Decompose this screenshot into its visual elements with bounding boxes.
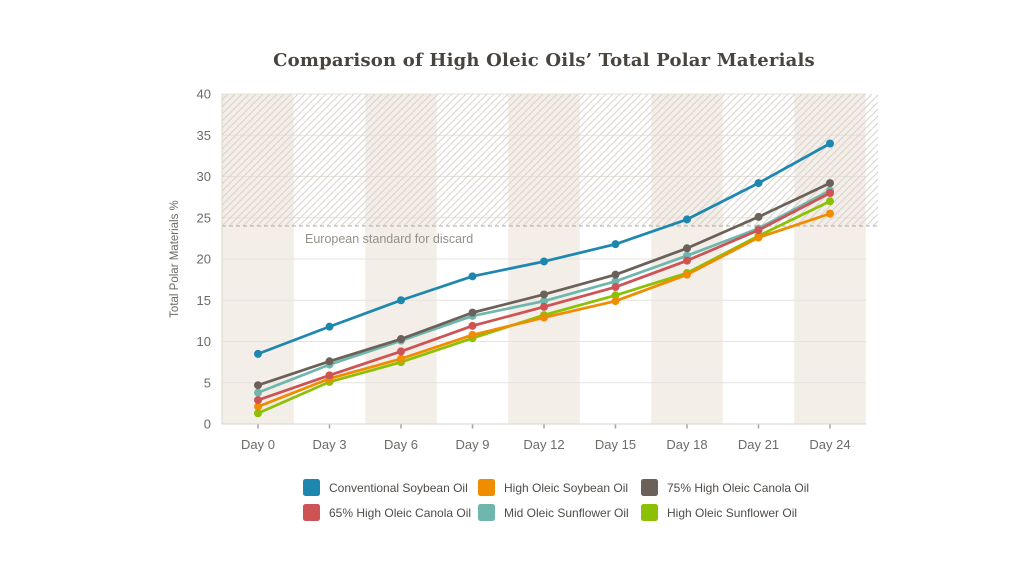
legend-item-75-high-oleic-canola-oil: 75% High Oleic Canola Oil [641, 479, 851, 496]
data-point-75-high-oleic-canola-oil [611, 270, 620, 279]
series-conventional-soybean-oil [254, 139, 834, 358]
series-high-oleic-soybean-oil [254, 209, 834, 411]
x-tick-label: Day 21 [738, 437, 779, 452]
legend-item-high-oleic-sunflower-oil: High Oleic Sunflower Oil [641, 504, 851, 521]
y-tick-label: 5 [204, 375, 211, 390]
data-point-65-high-oleic-canola-oil [397, 347, 405, 356]
data-point-high-oleic-soybean-oil [468, 330, 477, 339]
axis-labels: 0 5 10 15 20 25 30 35 40 Day 0 Day 3 Day 6 Day 9 Day … [197, 87, 851, 453]
legend: Conventional Soybean Oil High Oleic Soybe… [303, 479, 851, 521]
legend-swatch-conventional-soybean-oil [303, 479, 320, 496]
y-tick-label: 40 [197, 87, 211, 102]
legend-label: High Oleic Sunflower Oil [667, 505, 798, 520]
x-tick-label: Day 9 [456, 437, 490, 452]
data-point-conventional-soybean-oil [325, 322, 334, 331]
data-point-65-high-oleic-canola-oil [325, 371, 334, 380]
x-tick-label: Day 18 [666, 437, 707, 452]
legend-swatch-high-oleic-soybean-oil [478, 479, 495, 496]
legend-label: High Oleic Soybean Oil [504, 480, 629, 495]
data-point-75-high-oleic-canola-oil [325, 357, 334, 366]
x-tick-label: Day 0 [241, 437, 275, 452]
data-point-high-oleic-sunflower-oil [611, 291, 620, 300]
x-tick-label: Day 6 [384, 437, 418, 452]
series-65-high-oleic-canola-oil [254, 189, 834, 405]
x-tick-label: Day 3 [313, 437, 347, 452]
data-point-conventional-soybean-oil [540, 257, 548, 266]
x-tick-label: Day 24 [809, 437, 850, 452]
data-point-75-high-oleic-canola-oil [254, 381, 262, 390]
data-point-65-high-oleic-canola-oil [468, 321, 477, 330]
legend-label: Mid Oleic Sunflower Oil [504, 505, 629, 520]
data-point-75-high-oleic-canola-oil [397, 335, 405, 344]
y-tick-label: 10 [197, 334, 211, 349]
data-point-75-high-oleic-canola-oil [468, 308, 477, 317]
legend-swatch-75-high-oleic-canola-oil [641, 479, 658, 496]
y-tick-label: 25 [197, 210, 211, 225]
x-tick-label: Day 12 [523, 437, 564, 452]
legend-label: 65% High Oleic Canola Oil [329, 505, 472, 520]
data-point-mid-oleic-sunflower-oil [540, 297, 548, 306]
data-point-high-oleic-sunflower-oil [254, 409, 262, 418]
legend-label: 75% High Oleic Canola Oil [667, 480, 810, 495]
data-point-high-oleic-soybean-oil [683, 270, 691, 279]
data-point-75-high-oleic-canola-oil [754, 212, 763, 221]
data-point-mid-oleic-sunflower-oil [254, 388, 262, 397]
axes [221, 94, 866, 429]
legend-label: Conventional Soybean Oil [329, 480, 468, 495]
data-point-conventional-soybean-oil [611, 240, 620, 249]
data-point-mid-oleic-sunflower-oil [611, 277, 620, 286]
data-point-75-high-oleic-canola-oil [826, 179, 834, 188]
legend-item-mid-oleic-sunflower-oil: Mid Oleic Sunflower Oil [478, 504, 641, 521]
data-point-75-high-oleic-canola-oil [683, 244, 691, 253]
data-point-conventional-soybean-oil [468, 272, 477, 281]
data-point-conventional-soybean-oil [754, 179, 763, 188]
legend-swatch-mid-oleic-sunflower-oil [478, 504, 495, 521]
y-axis-title: Total Polar Materials % [169, 200, 181, 318]
x-tick-label: Day 15 [595, 437, 636, 452]
y-tick-label: 20 [197, 252, 211, 267]
data-point-conventional-soybean-oil [683, 215, 691, 224]
chart-title: Comparison of High Oleic Oils’ Total Pol… [273, 50, 815, 71]
y-tick-label: 30 [197, 169, 211, 184]
legend-item-conventional-soybean-oil: Conventional Soybean Oil [303, 479, 478, 496]
legend-swatch-high-oleic-sunflower-oil [641, 504, 658, 521]
y-tick-label: 35 [197, 128, 211, 143]
legend-item-high-oleic-soybean-oil: High Oleic Soybean Oil [478, 479, 641, 496]
legend-item-65-high-oleic-canola-oil: 65% High Oleic Canola Oil [303, 504, 478, 521]
discard-threshold-label: European standard for discard [305, 232, 473, 246]
data-point-high-oleic-soybean-oil [540, 313, 548, 322]
data-point-high-oleic-soybean-oil [826, 209, 834, 218]
y-tick-label: 0 [204, 417, 211, 432]
y-tick-label: 15 [197, 293, 211, 308]
data-point-high-oleic-sunflower-oil [826, 197, 834, 206]
legend-swatch-65-high-oleic-canola-oil [303, 504, 320, 521]
series-75-high-oleic-canola-oil [254, 179, 834, 390]
discard-zone-hatch [222, 94, 878, 226]
data-point-65-high-oleic-canola-oil [254, 396, 262, 405]
series-group [254, 139, 834, 418]
data-point-high-oleic-soybean-oil [754, 233, 763, 242]
data-point-conventional-soybean-oil [826, 139, 834, 148]
data-point-conventional-soybean-oil [397, 296, 405, 305]
data-point-conventional-soybean-oil [254, 349, 262, 358]
data-point-high-oleic-soybean-oil [397, 354, 405, 363]
data-point-65-high-oleic-canola-oil [540, 302, 548, 311]
data-point-high-oleic-soybean-oil [254, 402, 262, 411]
data-point-75-high-oleic-canola-oil [540, 290, 548, 299]
data-point-65-high-oleic-canola-oil [826, 189, 834, 197]
data-point-65-high-oleic-canola-oil [754, 226, 763, 235]
data-point-high-oleic-soybean-oil [611, 297, 620, 306]
data-point-65-high-oleic-canola-oil [683, 256, 691, 265]
data-point-65-high-oleic-canola-oil [611, 283, 620, 292]
